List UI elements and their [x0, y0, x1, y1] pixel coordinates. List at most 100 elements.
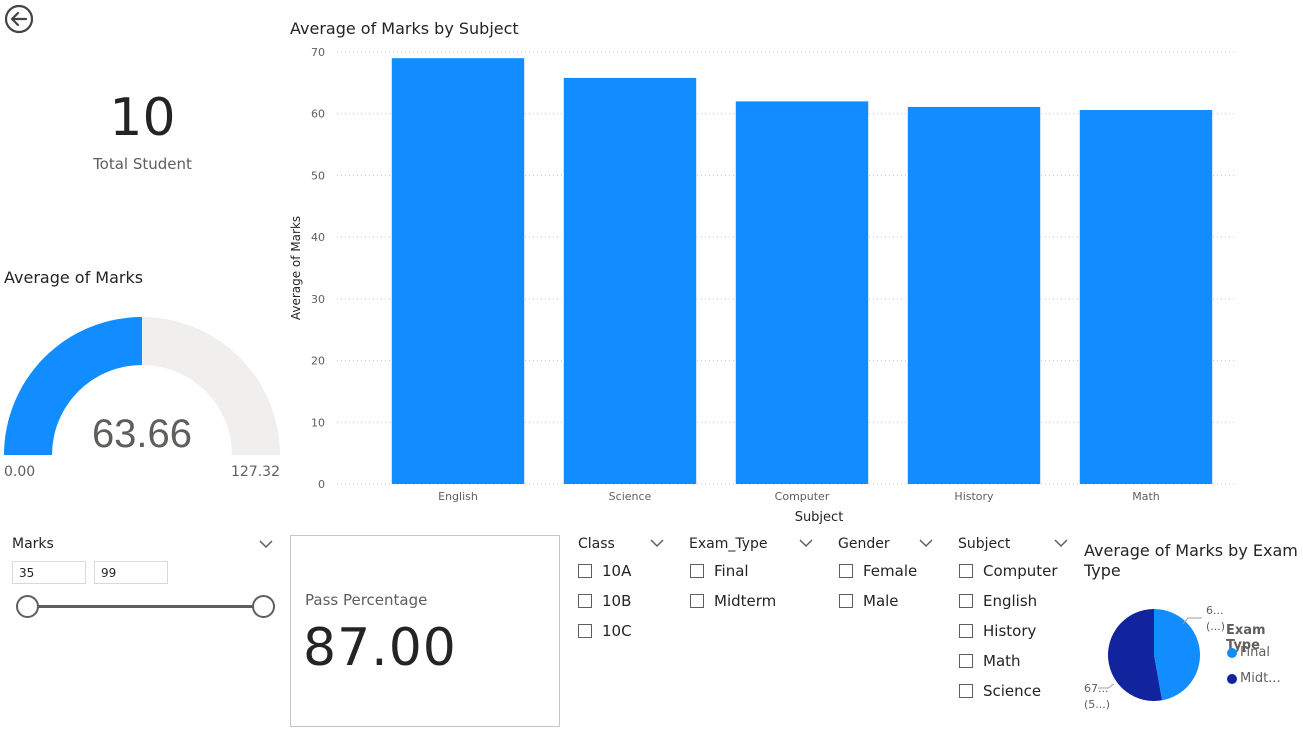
y-tick-label: 20 — [311, 355, 325, 368]
checkbox[interactable] — [839, 564, 853, 578]
exam-type-slicer-chevron-down-icon[interactable] — [799, 538, 813, 548]
pie-leader-line-final — [1182, 617, 1202, 625]
marks-max-input[interactable]: 99 — [94, 561, 168, 584]
x-tick-label: History — [954, 490, 994, 503]
bar-chart-title: Average of Marks by Subject — [290, 19, 519, 38]
y-tick-label: 30 — [311, 293, 325, 306]
pie-data-label-final-percent: (...) — [1206, 620, 1226, 633]
subject-option-science[interactable]: Science — [959, 676, 1058, 706]
x-tick-label: Computer — [775, 490, 830, 503]
y-tick-label: 60 — [311, 108, 325, 121]
x-tick-label: Science — [609, 490, 652, 503]
legend-label-midterm: Midt... — [1240, 671, 1281, 686]
average-marks-gauge: 63.66 0.00 127.32 — [4, 317, 280, 480]
marks-min-input[interactable]: 35 — [12, 561, 86, 584]
checkbox[interactable] — [959, 564, 973, 578]
pie-chart-title: Average of Marks by Exam Type — [1084, 541, 1298, 580]
legend-item-midterm[interactable]: Midt... — [1227, 671, 1281, 686]
checkbox[interactable] — [578, 594, 592, 608]
subject-slicer-title: Subject — [958, 536, 1011, 552]
checkbox[interactable] — [690, 594, 704, 608]
average-marks-by-exam-type-pie — [1108, 609, 1200, 701]
gender-option-label: Male — [863, 592, 899, 610]
back-arrow-icon[interactable] — [4, 4, 34, 34]
checkbox[interactable] — [578, 564, 592, 578]
exam-type-option-label: Final — [714, 562, 749, 580]
subject-option-math[interactable]: Math — [959, 646, 1058, 676]
y-tick-label: 10 — [311, 416, 325, 429]
marks-slider-min-handle[interactable] — [16, 595, 39, 618]
average-marks-by-subject-chart: 0 10 20 30 40 50 60 70 English Science Computer Hi… — [289, 46, 1237, 525]
y-tick-label: 0 — [318, 478, 325, 491]
marks-slider-max-handle[interactable] — [252, 595, 275, 618]
pass-percentage-value: 87.00 — [303, 618, 457, 678]
class-option-label: 10B — [602, 592, 632, 610]
gender-slicer-chevron-down-icon[interactable] — [919, 538, 933, 548]
gender-option-male[interactable]: Male — [839, 586, 917, 616]
subject-option-label: History — [983, 622, 1037, 640]
subject-option-history[interactable]: History — [959, 616, 1058, 646]
checkbox[interactable] — [839, 594, 853, 608]
y-tick-label: 40 — [311, 231, 325, 244]
marks-slicer-chevron-down-icon[interactable] — [259, 539, 273, 549]
gender-slicer-title: Gender — [838, 536, 890, 552]
gauge-value: 63.66 — [92, 412, 192, 456]
gauge-min-label: 0.00 — [4, 464, 35, 480]
gauge-title: Average of Marks — [4, 268, 144, 287]
gender-option-label: Female — [863, 562, 918, 580]
bar-history[interactable] — [907, 106, 1041, 484]
subject-option-computer[interactable]: Computer — [959, 556, 1058, 586]
y-axis-label: Average of Marks — [289, 216, 303, 320]
class-slicer-title: Class — [578, 536, 615, 552]
class-slicer-list: 10A 10B 10C — [578, 556, 632, 646]
bar-computer[interactable] — [735, 101, 869, 484]
x-axis-label: Subject — [795, 510, 844, 525]
pie-slice-midterm[interactable] — [1108, 609, 1163, 701]
checkbox[interactable] — [959, 684, 973, 698]
pass-percentage-card: Pass Percentage 87.00 — [290, 535, 560, 727]
subject-option-label: English — [983, 592, 1038, 610]
pie-leader-line-midterm — [1098, 683, 1115, 689]
gauge-max-label: 127.32 — [231, 464, 280, 480]
bar-english[interactable] — [391, 58, 525, 485]
class-slicer-chevron-down-icon[interactable] — [650, 538, 664, 548]
bar-math[interactable] — [1079, 110, 1213, 485]
marks-slider-track[interactable] — [27, 605, 264, 608]
checkbox[interactable] — [690, 564, 704, 578]
class-option-label: 10A — [602, 562, 632, 580]
class-option-label: 10C — [602, 622, 632, 640]
exam-type-option-final[interactable]: Final — [690, 556, 776, 586]
class-option-10b[interactable]: 10B — [578, 586, 632, 616]
subject-option-label: Computer — [983, 562, 1058, 580]
pie-data-label-final: 6... (...) — [1206, 603, 1225, 635]
class-option-10c[interactable]: 10C — [578, 616, 632, 646]
pie-data-label-midterm-percent: (5...) — [1084, 698, 1111, 711]
total-student-label: Total Student — [93, 155, 192, 173]
subject-slicer-chevron-down-icon[interactable] — [1054, 538, 1068, 548]
total-student-value: 10 — [109, 88, 176, 148]
legend-item-final[interactable]: Final — [1227, 645, 1270, 660]
y-tick-label: 50 — [311, 169, 325, 182]
subject-option-label: Math — [983, 652, 1021, 670]
exam-type-slicer-list: Final Midterm — [690, 556, 776, 616]
gender-slicer-list: Female Male — [839, 556, 917, 616]
checkbox[interactable] — [959, 654, 973, 668]
legend-dot-icon — [1227, 673, 1237, 684]
pass-percentage-label: Pass Percentage — [305, 591, 428, 609]
checkbox[interactable] — [578, 624, 592, 638]
subject-option-english[interactable]: English — [959, 586, 1058, 616]
x-tick-label: Math — [1132, 490, 1160, 503]
exam-type-option-midterm[interactable]: Midterm — [690, 586, 776, 616]
pie-slice-final[interactable] — [1154, 609, 1200, 701]
marks-slicer-title: Marks — [12, 536, 54, 552]
checkbox[interactable] — [959, 594, 973, 608]
gender-option-female[interactable]: Female — [839, 556, 917, 586]
subject-slicer-list: Computer English History Math Science — [959, 556, 1058, 706]
class-option-10a[interactable]: 10A — [578, 556, 632, 586]
legend-label-final: Final — [1240, 645, 1270, 660]
bar-science[interactable] — [563, 77, 697, 485]
subject-option-label: Science — [983, 682, 1042, 700]
pie-data-label-final-value: 6... — [1206, 604, 1224, 617]
exam-type-slicer-title: Exam_Type — [689, 536, 768, 552]
checkbox[interactable] — [959, 624, 973, 638]
